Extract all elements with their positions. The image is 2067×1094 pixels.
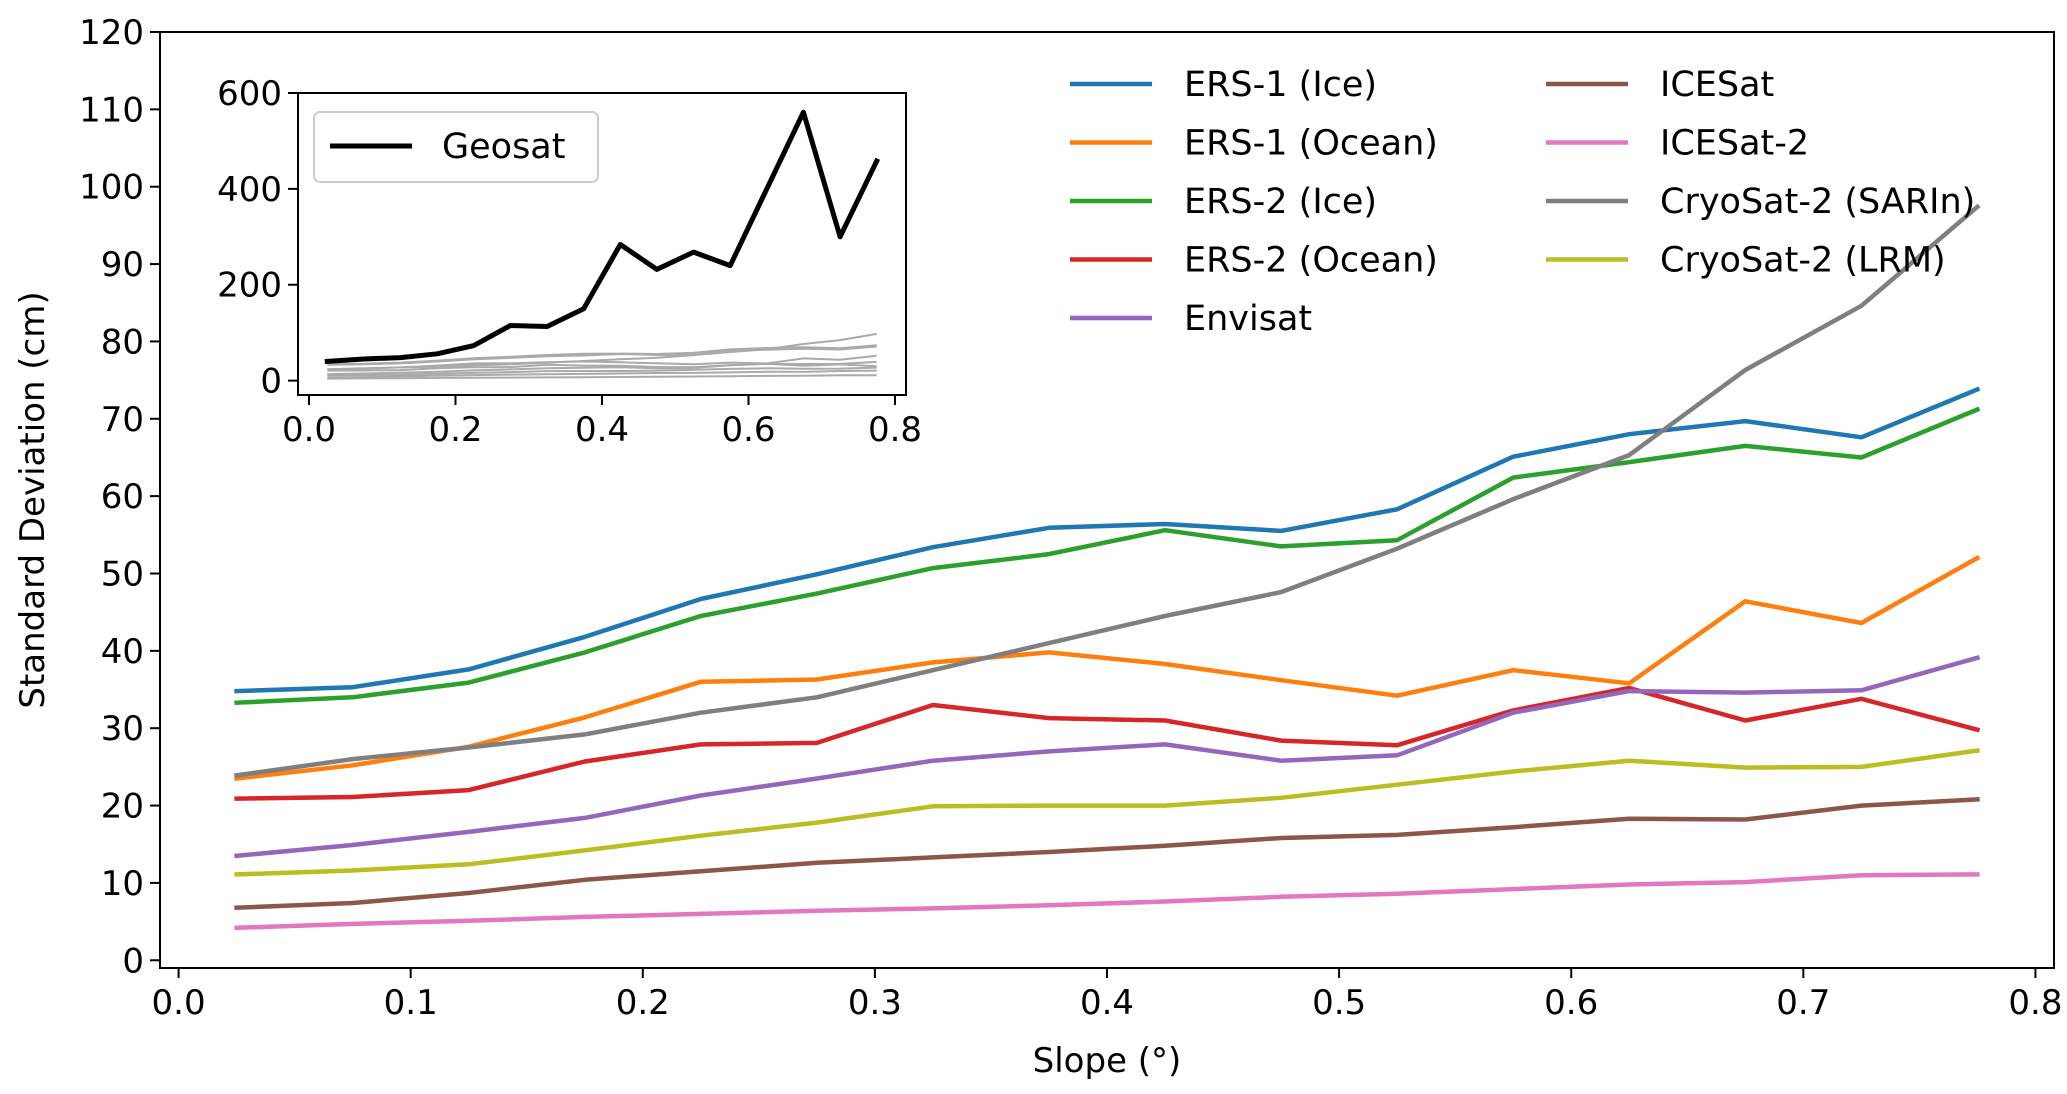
y-tick-label: 80 <box>101 322 144 362</box>
x-tick-label: 0.5 <box>1312 983 1366 1023</box>
y-tick-label: 70 <box>101 400 144 440</box>
x-axis-label: Slope (°) <box>1033 1041 1182 1081</box>
legend-label: ERS-1 (Ice) <box>1184 65 1377 105</box>
y-tick-label: 60 <box>101 477 144 517</box>
legend-label: ERS-2 (Ice) <box>1184 182 1377 222</box>
inset-y-tick-label: 400 <box>217 170 282 210</box>
inset-x-tick-label: 0.6 <box>721 410 775 450</box>
legend-entry-ers-1-ice: ERS-1 (Ice) <box>1070 65 1377 105</box>
x-tick-label: 0.8 <box>2008 983 2062 1023</box>
y-tick-label: 100 <box>79 168 144 208</box>
inset-x-tick-label: 0.2 <box>428 410 482 450</box>
series-line-ers-1-ice <box>234 386 1981 694</box>
legend-entry-ers-1-ocean: ERS-1 (Ocean) <box>1070 124 1438 164</box>
legend-entry-geosat: Geosat <box>330 127 565 167</box>
series-line-ers-2-ice <box>234 406 1981 706</box>
legend-label: ICESat <box>1660 65 1774 105</box>
inset-y-tick-label: 0 <box>260 362 282 402</box>
series-line-ers-2-ocean <box>234 685 1981 801</box>
x-tick-label: 0.2 <box>616 983 670 1023</box>
series-line-geosat <box>324 109 881 365</box>
series-line-icesat <box>234 797 1980 911</box>
main-series-lines <box>234 203 1981 931</box>
y-tick-label: 40 <box>101 632 144 672</box>
inset-background-line <box>327 345 877 366</box>
inset-legend-box <box>313 111 599 183</box>
legend-label: Envisat <box>1184 299 1312 339</box>
inset-background-line <box>327 366 877 377</box>
y-tick-label: 120 <box>79 13 144 53</box>
y-tick-label: 20 <box>101 787 144 827</box>
main-plot: 0.0 0.1 0.2 0.3 0.4 0.5 0.6 0.7 0.8 0 10 20 30 40 50 6… <box>13 13 2062 1081</box>
main-legend: ERS-1 (Ice) ERS-1 (Ocean) ERS-2 (Ice) ERS-2… <box>1070 65 1975 339</box>
inset-y-axis-ticks: 0 200 400 600 <box>217 74 298 402</box>
legend-entry-ers-2-ice: ERS-2 (Ice) <box>1070 182 1377 222</box>
legend-label: Geosat <box>442 127 565 167</box>
inset-legend: Geosat <box>313 111 599 183</box>
inset-background-line <box>327 369 877 379</box>
series-line-cryosat-2-sarin <box>234 203 1981 778</box>
inset-x-tick-label: 0.8 <box>868 410 922 450</box>
legend-entry-cryosat-2-lrm: CryoSat-2 (LRM) <box>1546 241 1946 281</box>
inset-background-line <box>327 332 877 371</box>
inset-x-tick-label: 0.0 <box>282 410 336 450</box>
inset-series-lines <box>324 109 881 380</box>
y-tick-label: 50 <box>101 554 144 594</box>
inset-plot: 0.0 0.2 0.4 0.6 0.8 0 200 400 600 Geosat <box>217 74 922 450</box>
series-line-envisat <box>234 655 1981 859</box>
inset-background-line <box>327 374 877 380</box>
inset-x-tick-label: 0.4 <box>575 410 629 450</box>
y-tick-label: 0 <box>122 941 144 981</box>
main-x-axis-ticks: 0.0 0.1 0.2 0.3 0.4 0.5 0.6 0.7 0.8 <box>152 968 2062 1023</box>
main-y-axis-ticks: 0 10 20 30 40 50 60 70 80 90 100 110 120 <box>79 13 160 981</box>
inset-y-tick-label: 600 <box>217 74 282 114</box>
y-tick-label: 110 <box>79 90 144 130</box>
legend-label: ICESat-2 <box>1660 124 1809 164</box>
inset-x-axis-ticks: 0.0 0.2 0.4 0.6 0.8 <box>282 395 922 450</box>
series-line-ers-1-ocean <box>234 554 1981 781</box>
x-tick-label: 0.7 <box>1776 983 1830 1023</box>
inset-y-tick-label: 200 <box>217 266 282 306</box>
x-tick-label: 0.4 <box>1080 983 1134 1023</box>
y-tick-label: 30 <box>101 709 144 749</box>
y-tick-label: 90 <box>101 245 144 285</box>
legend-entry-icesat: ICESat <box>1546 65 1774 105</box>
y-axis-label: Standard Deviation (cm) <box>13 291 53 708</box>
x-tick-label: 0.3 <box>848 983 902 1023</box>
legend-entry-ers-2-ocean: ERS-2 (Ocean) <box>1070 241 1438 281</box>
legend-label: ERS-2 (Ocean) <box>1184 241 1438 281</box>
series-line-icesat-2 <box>234 872 1980 931</box>
y-tick-label: 10 <box>101 864 144 904</box>
x-tick-label: 0.0 <box>152 983 206 1023</box>
series-line-cryosat-2-lrm <box>234 748 1980 877</box>
legend-label: ERS-1 (Ocean) <box>1184 124 1438 164</box>
legend-label: CryoSat-2 (SARIn) <box>1660 182 1975 222</box>
legend-entry-icesat-2: ICESat-2 <box>1546 124 1809 164</box>
x-tick-label: 0.6 <box>1544 983 1598 1023</box>
inset-background-line <box>327 360 877 376</box>
legend-entry-envisat: Envisat <box>1070 299 1312 339</box>
legend-label: CryoSat-2 (LRM) <box>1660 241 1946 281</box>
legend-entry-cryosat-2-sarin: CryoSat-2 (SARIn) <box>1546 182 1975 222</box>
x-tick-label: 0.1 <box>384 983 438 1023</box>
